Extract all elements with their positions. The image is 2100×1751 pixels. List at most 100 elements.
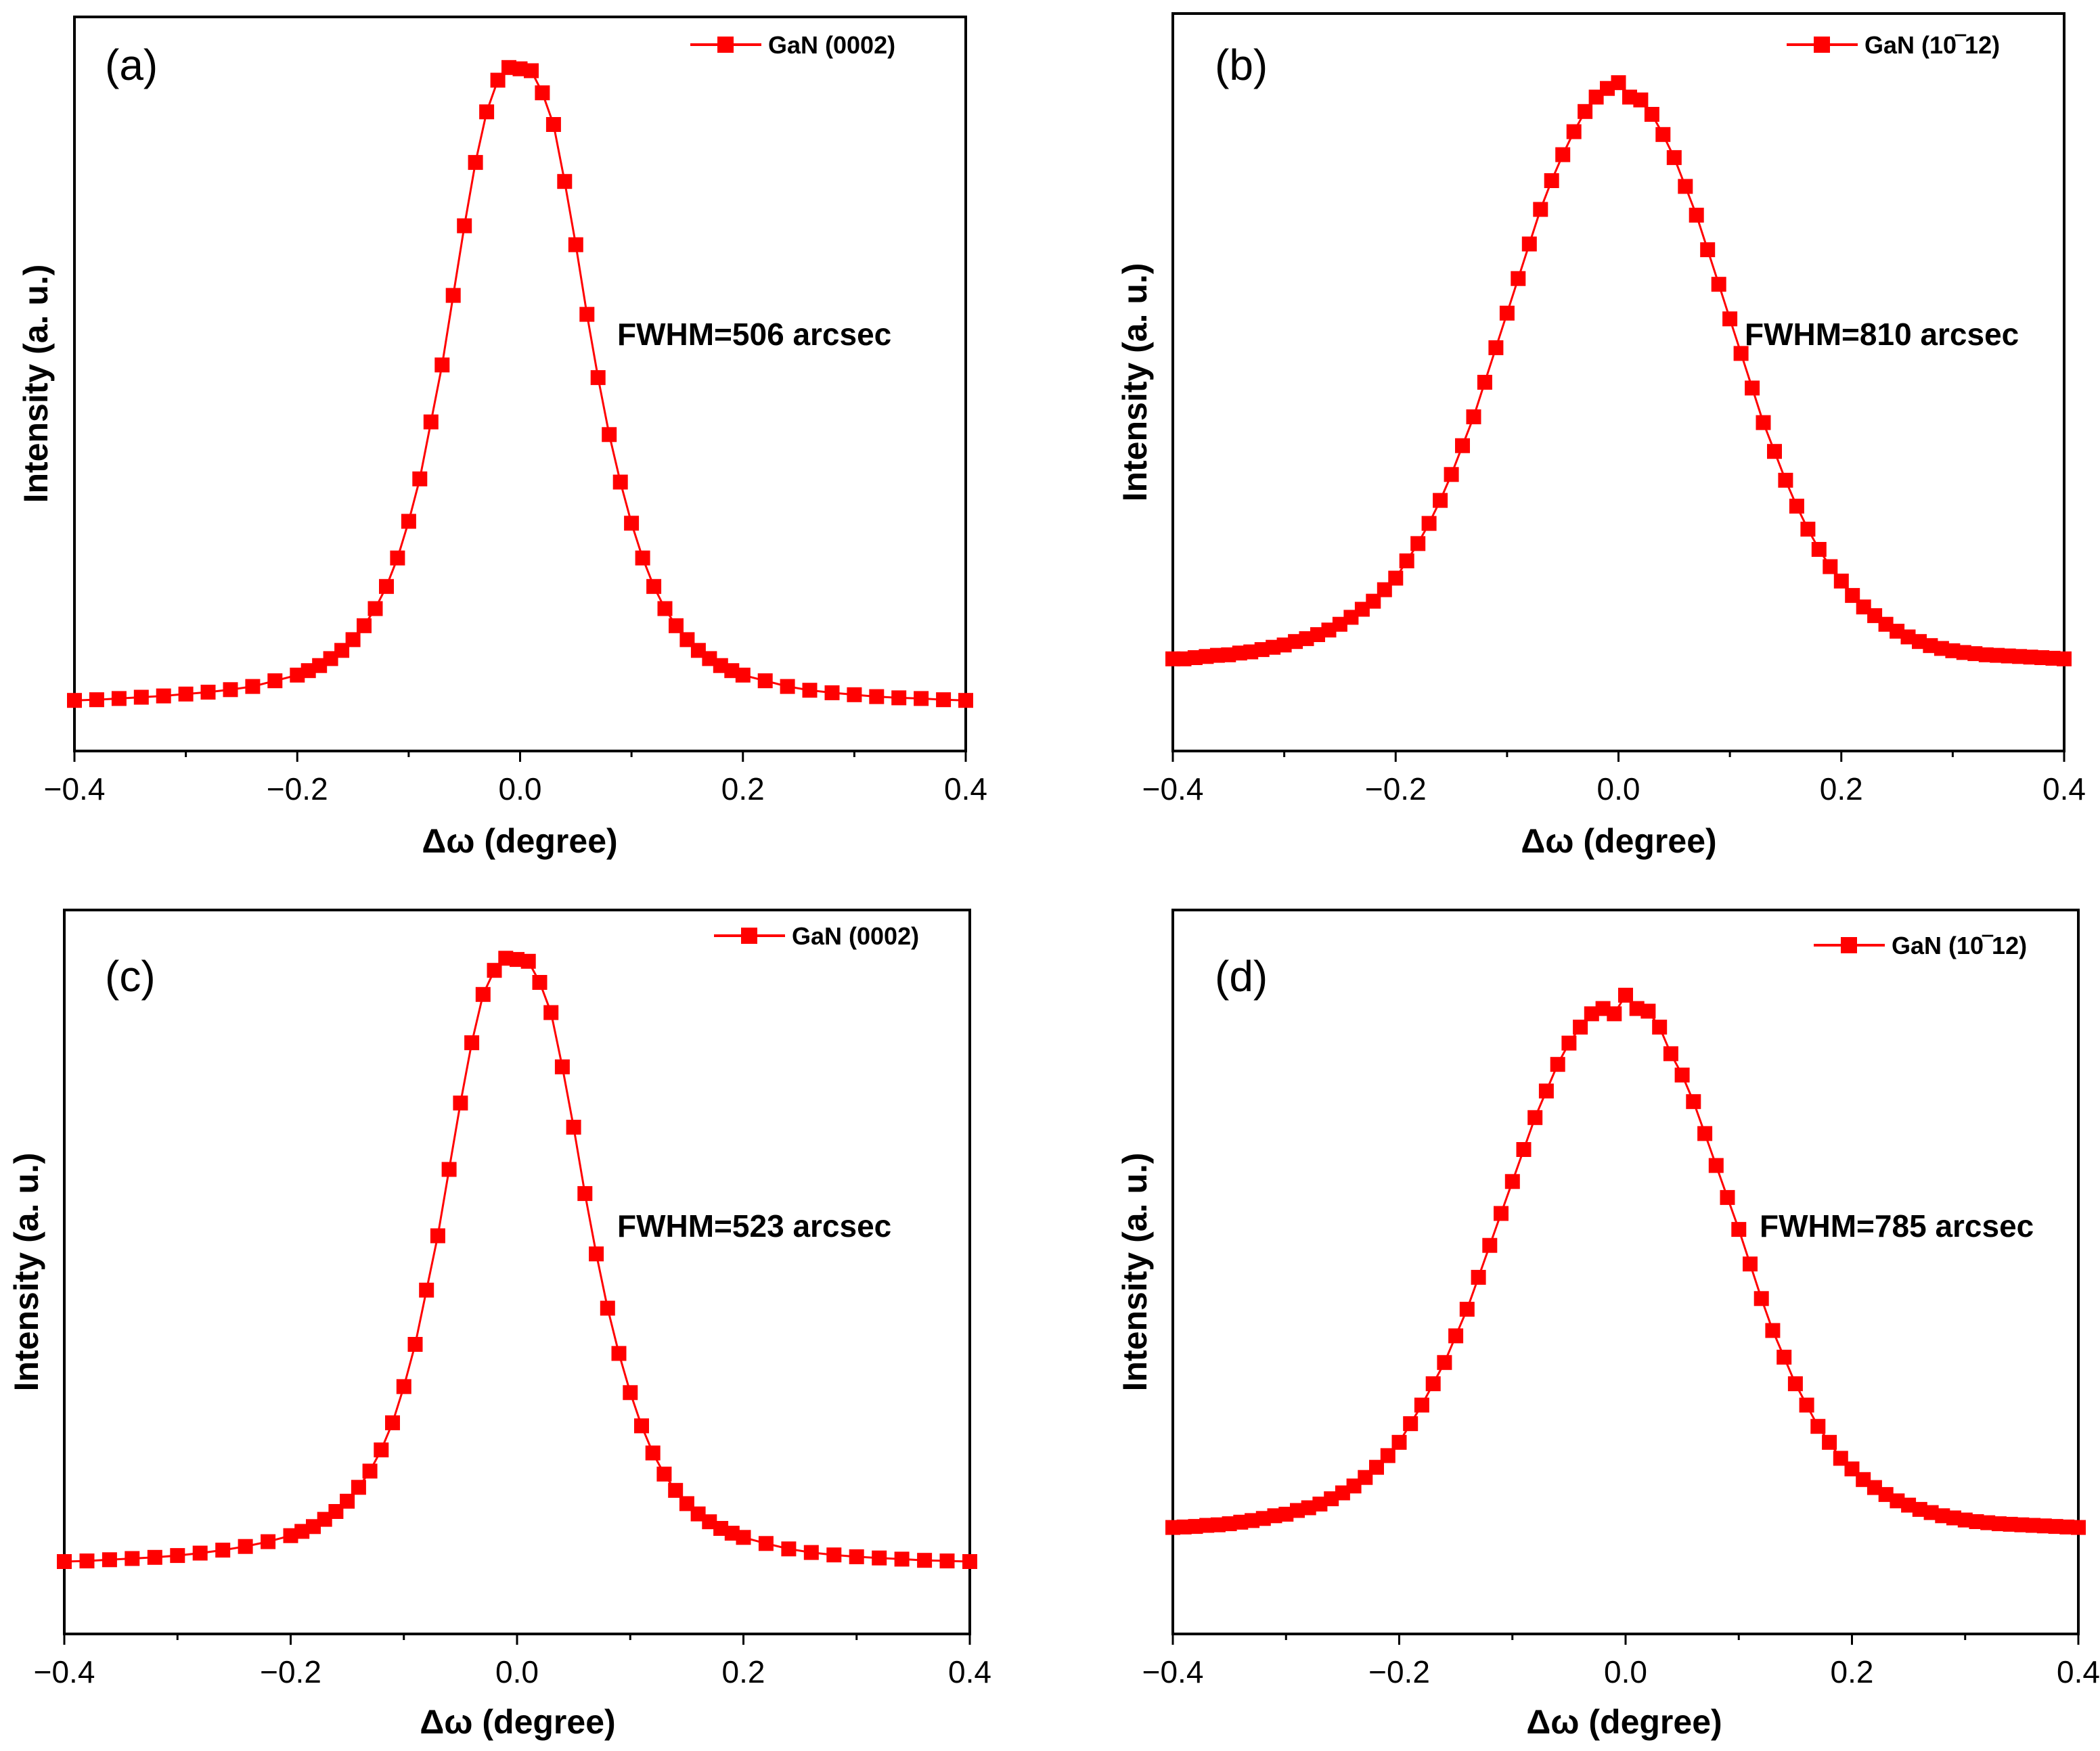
data-point-d [1901, 1497, 1917, 1513]
fwhm-annotation-d: FWHM=785 arcsec [1760, 1208, 2034, 1244]
legend-marker-b [1814, 37, 1830, 53]
y-axis-title-b: Intensity (a. u.) [1116, 263, 1154, 502]
data-point-d [1290, 1503, 1305, 1518]
data-point-d [1324, 1491, 1339, 1507]
data-point-d [1652, 1020, 1668, 1035]
data-point-a [545, 117, 561, 132]
data-point-c [419, 1282, 434, 1298]
data-point-c [872, 1550, 887, 1566]
data-point-a [669, 618, 684, 633]
data-point-d [1957, 1512, 1973, 1528]
data-point-d [1267, 1508, 1282, 1524]
data-point-a [635, 550, 650, 566]
data-point-a [590, 370, 606, 386]
x-tick-label-a: −0.2 [267, 771, 328, 806]
data-point-c [340, 1493, 355, 1509]
data-point-d [1946, 1510, 1961, 1526]
data-point-c [498, 951, 514, 966]
x-tick-label-b: 0.2 [1820, 771, 1863, 806]
data-point-d [2003, 1516, 2018, 1532]
data-point-b [1778, 472, 1793, 488]
data-point-a [524, 63, 539, 78]
y-axis-title-d: Intensity (a. u.) [1116, 1153, 1154, 1392]
data-point-c [328, 1504, 344, 1519]
data-point-d [1245, 1513, 1260, 1528]
data-point-d [1833, 1451, 1848, 1466]
legend-text-b: GaN (10‾12) [1864, 31, 2000, 59]
data-point-d [1822, 1434, 1837, 1450]
data-point-a [223, 682, 238, 698]
data-point-c [317, 1511, 332, 1527]
data-point-b [1733, 346, 1749, 361]
data-point-b [1421, 516, 1437, 531]
data-point-a [156, 688, 171, 704]
data-point-b [1767, 444, 1782, 459]
data-point-a [624, 516, 640, 531]
data-point-b [1566, 124, 1582, 139]
panel-b: −0.4 −0.2 0.0 0.2 0.4 (b) GaN (10‾12) FWHM=8… [1116, 12, 2086, 860]
data-point-d [1935, 1508, 1950, 1524]
data-point-a [735, 667, 751, 683]
data-point-b [1722, 311, 1738, 327]
data-point-c [713, 1521, 729, 1536]
data-point-b [1466, 409, 1481, 425]
data-point-d [1380, 1448, 1395, 1463]
data-point-a [958, 693, 973, 708]
panel-label-a: (a) [105, 41, 158, 89]
data-point-d [2026, 1518, 2041, 1533]
data-point-d [1686, 1094, 1701, 1110]
x-tick-label-c: 0.4 [948, 1654, 991, 1689]
legend-text-d: GaN (10‾12) [1892, 932, 2027, 959]
x-tick-label-b: −0.2 [1365, 771, 1427, 806]
x-tick-label-c: −0.2 [260, 1654, 321, 1689]
data-point-b [1666, 150, 1682, 165]
data-point-d [1165, 1520, 1180, 1535]
data-point-a [612, 474, 628, 490]
series-line-b [1173, 81, 2065, 660]
data-point-a [345, 632, 361, 647]
legend-text-c: GaN (0002) [792, 922, 919, 950]
data-point-c [962, 1554, 977, 1569]
data-point-d [1199, 1518, 1215, 1533]
series-d [1165, 987, 2086, 1535]
data-point-d [1369, 1459, 1384, 1475]
data-point-c [600, 1300, 615, 1316]
data-point-c [238, 1539, 253, 1554]
data-point-a [267, 673, 283, 689]
data-point-a [445, 288, 461, 303]
data-point-c [826, 1547, 842, 1563]
data-point-a [412, 471, 428, 486]
data-point-b [1811, 542, 1827, 557]
data-point-c [668, 1482, 684, 1498]
data-point-c [781, 1541, 797, 1557]
x-tick-label-c: 0.2 [722, 1654, 765, 1689]
fwhm-annotation-b: FWHM=810 arcsec [1745, 317, 2019, 352]
x-tick-label-d: −0.2 [1368, 1654, 1430, 1689]
data-point-d [2071, 1520, 2086, 1535]
series-line-a [74, 66, 966, 702]
data-point-c [102, 1552, 117, 1568]
panel-label-d: (d) [1215, 952, 1268, 1001]
series-line-d [1172, 993, 2079, 1529]
data-point-b [1366, 593, 1381, 609]
data-point-c [510, 952, 524, 968]
data-point-c [520, 953, 536, 969]
data-point-c [702, 1514, 717, 1530]
data-point-a [200, 685, 216, 700]
data-point-d [1720, 1189, 1735, 1205]
data-point-d [1743, 1256, 1758, 1272]
data-point-a [847, 687, 862, 702]
data-point-d [1391, 1434, 1407, 1450]
data-point-b [1410, 536, 1426, 551]
data-point-a [535, 85, 550, 101]
data-point-a [869, 689, 885, 704]
data-point-d [1844, 1461, 1860, 1477]
data-point-d [1799, 1397, 1814, 1413]
x-tick-label-d: 0.2 [1831, 1654, 1874, 1689]
data-point-c [294, 1524, 310, 1539]
data-point-a [557, 174, 573, 189]
data-point-d [1312, 1497, 1328, 1511]
data-point-b [1455, 438, 1470, 453]
data-point-c [611, 1346, 627, 1361]
data-point-a [457, 218, 472, 233]
